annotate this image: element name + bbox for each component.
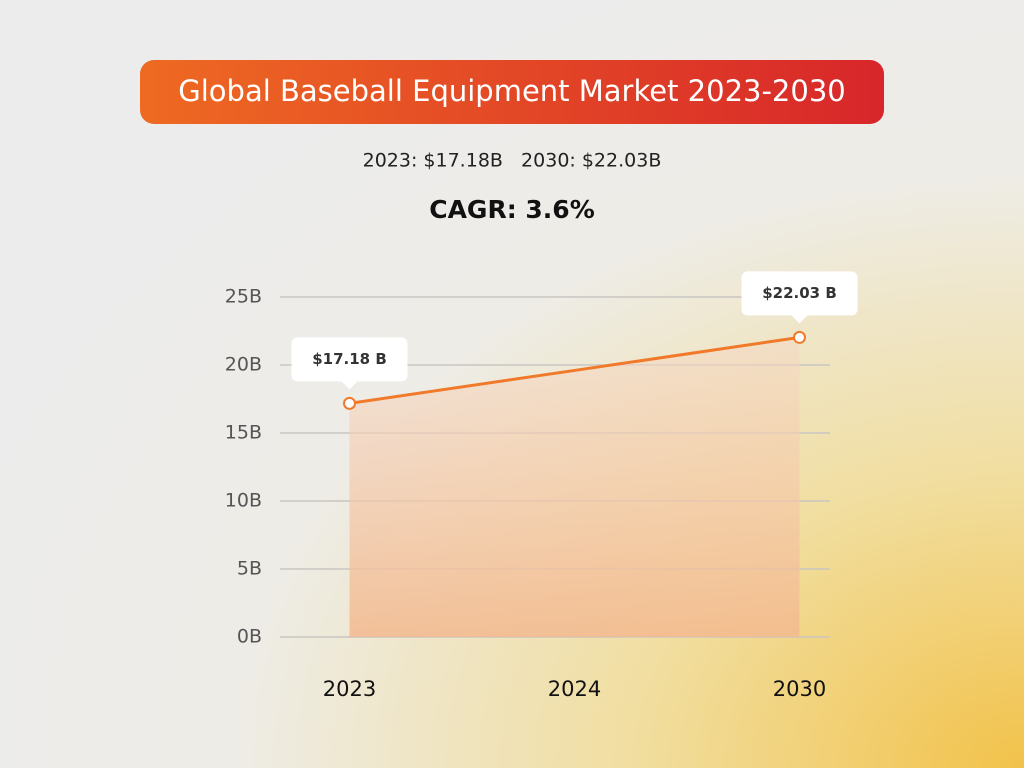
value-label: $17.18 B bbox=[312, 350, 387, 368]
y-tick-label: 0B bbox=[237, 626, 262, 648]
title-pill bbox=[140, 60, 884, 124]
y-tick-label: 5B bbox=[237, 558, 262, 580]
y-tick-label: 10B bbox=[225, 490, 262, 512]
y-tick-label: 15B bbox=[225, 422, 262, 444]
chart-title: Global Baseball Equipment Market 2023-20… bbox=[178, 74, 845, 108]
x-tick-label: 2024 bbox=[548, 677, 601, 701]
y-tick-label: 25B bbox=[225, 286, 262, 308]
y-tick-label: 20B bbox=[225, 354, 262, 376]
callout bbox=[291, 337, 408, 390]
callout bbox=[741, 271, 858, 324]
area bbox=[349, 337, 800, 637]
x-tick-label: 2023 bbox=[323, 677, 376, 701]
point bbox=[793, 330, 806, 344]
value-label: $22.03 B bbox=[762, 284, 837, 302]
line bbox=[349, 335, 800, 405]
x-tick-label: 2030 bbox=[773, 677, 826, 701]
point bbox=[343, 396, 356, 410]
subtitle: 2023: $17.18B 2030: $22.03B bbox=[363, 150, 662, 172]
annotation: CAGR: 3.6% bbox=[429, 195, 595, 224]
